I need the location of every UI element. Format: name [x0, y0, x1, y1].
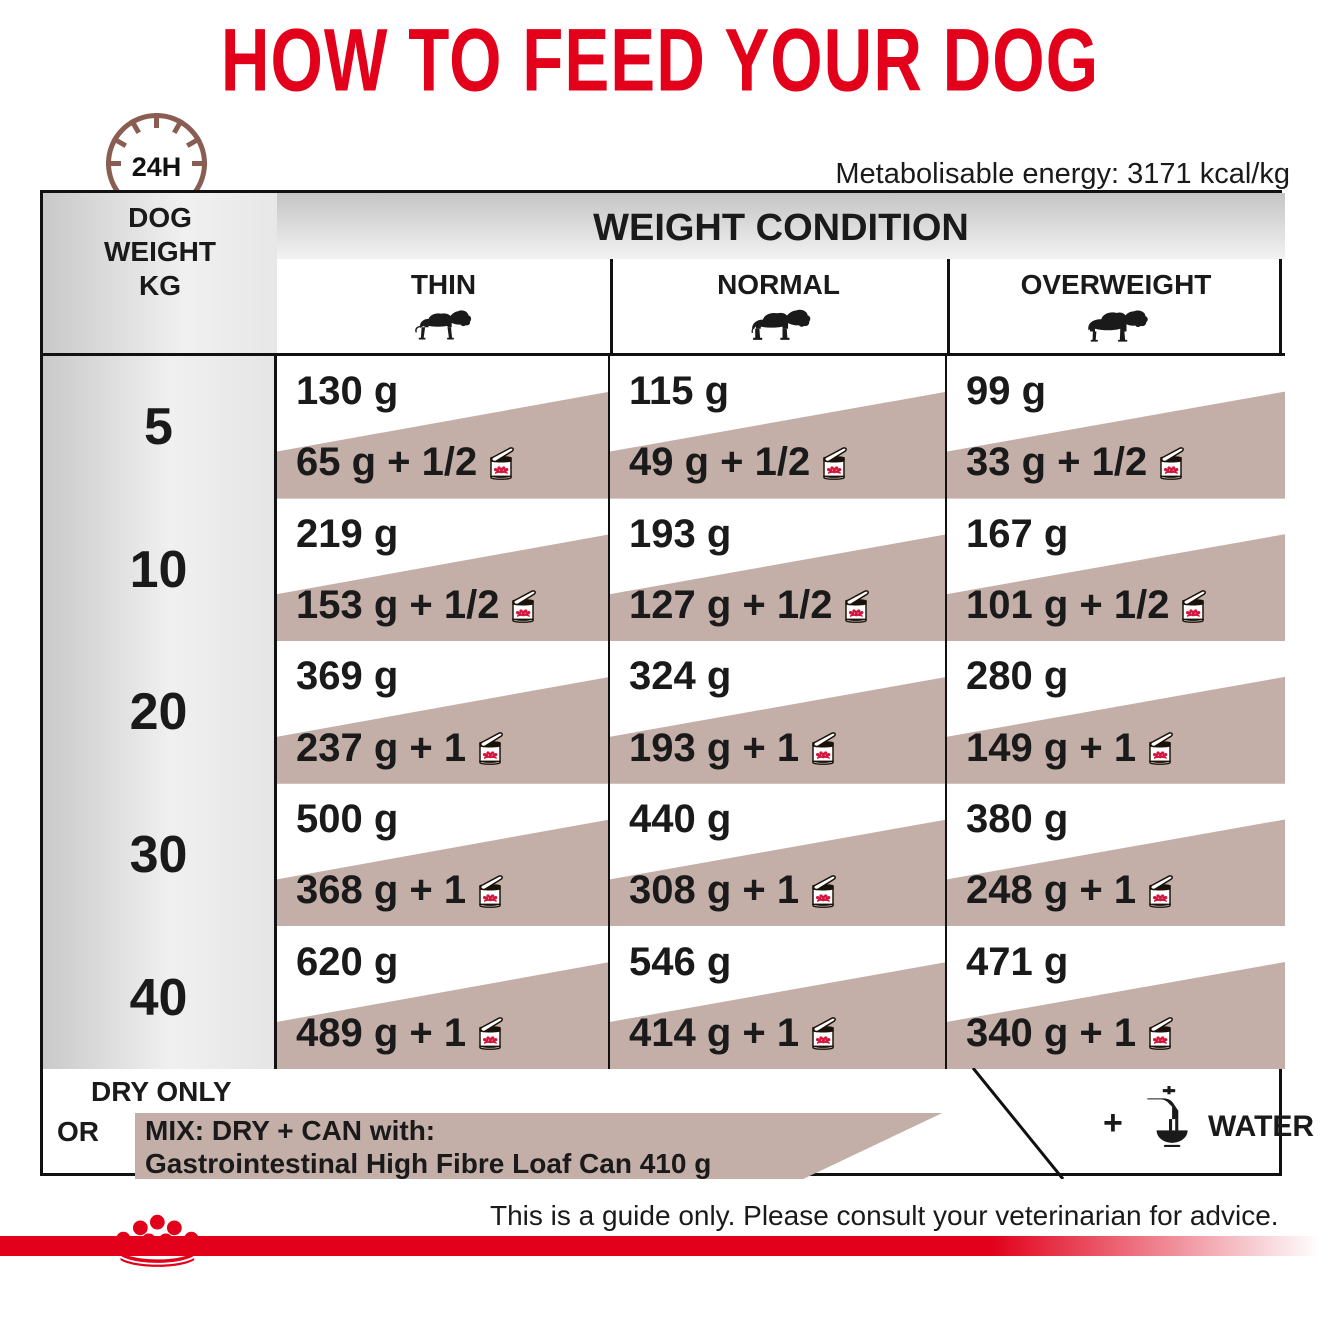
svg-text:24H: 24H — [132, 152, 182, 182]
